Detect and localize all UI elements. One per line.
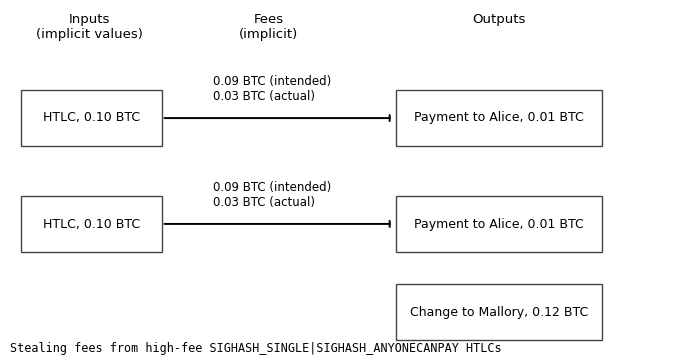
Text: Stealing fees from high-fee SIGHASH_SINGLE|SIGHASH_ANYONECANPAY HTLCs: Stealing fees from high-fee SIGHASH_SING… <box>10 342 502 355</box>
Text: Outputs: Outputs <box>472 13 526 26</box>
Text: Inputs
(implicit values): Inputs (implicit values) <box>36 13 143 41</box>
Text: HTLC, 0.10 BTC: HTLC, 0.10 BTC <box>43 217 140 231</box>
Text: HTLC, 0.10 BTC: HTLC, 0.10 BTC <box>43 111 140 125</box>
Text: Payment to Alice, 0.01 BTC: Payment to Alice, 0.01 BTC <box>414 111 583 125</box>
FancyBboxPatch shape <box>396 90 602 146</box>
FancyBboxPatch shape <box>396 196 602 252</box>
Text: Fees
(implicit): Fees (implicit) <box>239 13 298 41</box>
Text: 0.09 BTC (intended)
0.03 BTC (actual): 0.09 BTC (intended) 0.03 BTC (actual) <box>213 75 331 103</box>
Text: Payment to Alice, 0.01 BTC: Payment to Alice, 0.01 BTC <box>414 217 583 231</box>
Text: Change to Mallory, 0.12 BTC: Change to Mallory, 0.12 BTC <box>409 306 588 319</box>
FancyBboxPatch shape <box>21 196 162 252</box>
Text: 0.09 BTC (intended)
0.03 BTC (actual): 0.09 BTC (intended) 0.03 BTC (actual) <box>213 181 331 209</box>
FancyBboxPatch shape <box>21 90 162 146</box>
FancyBboxPatch shape <box>396 284 602 340</box>
